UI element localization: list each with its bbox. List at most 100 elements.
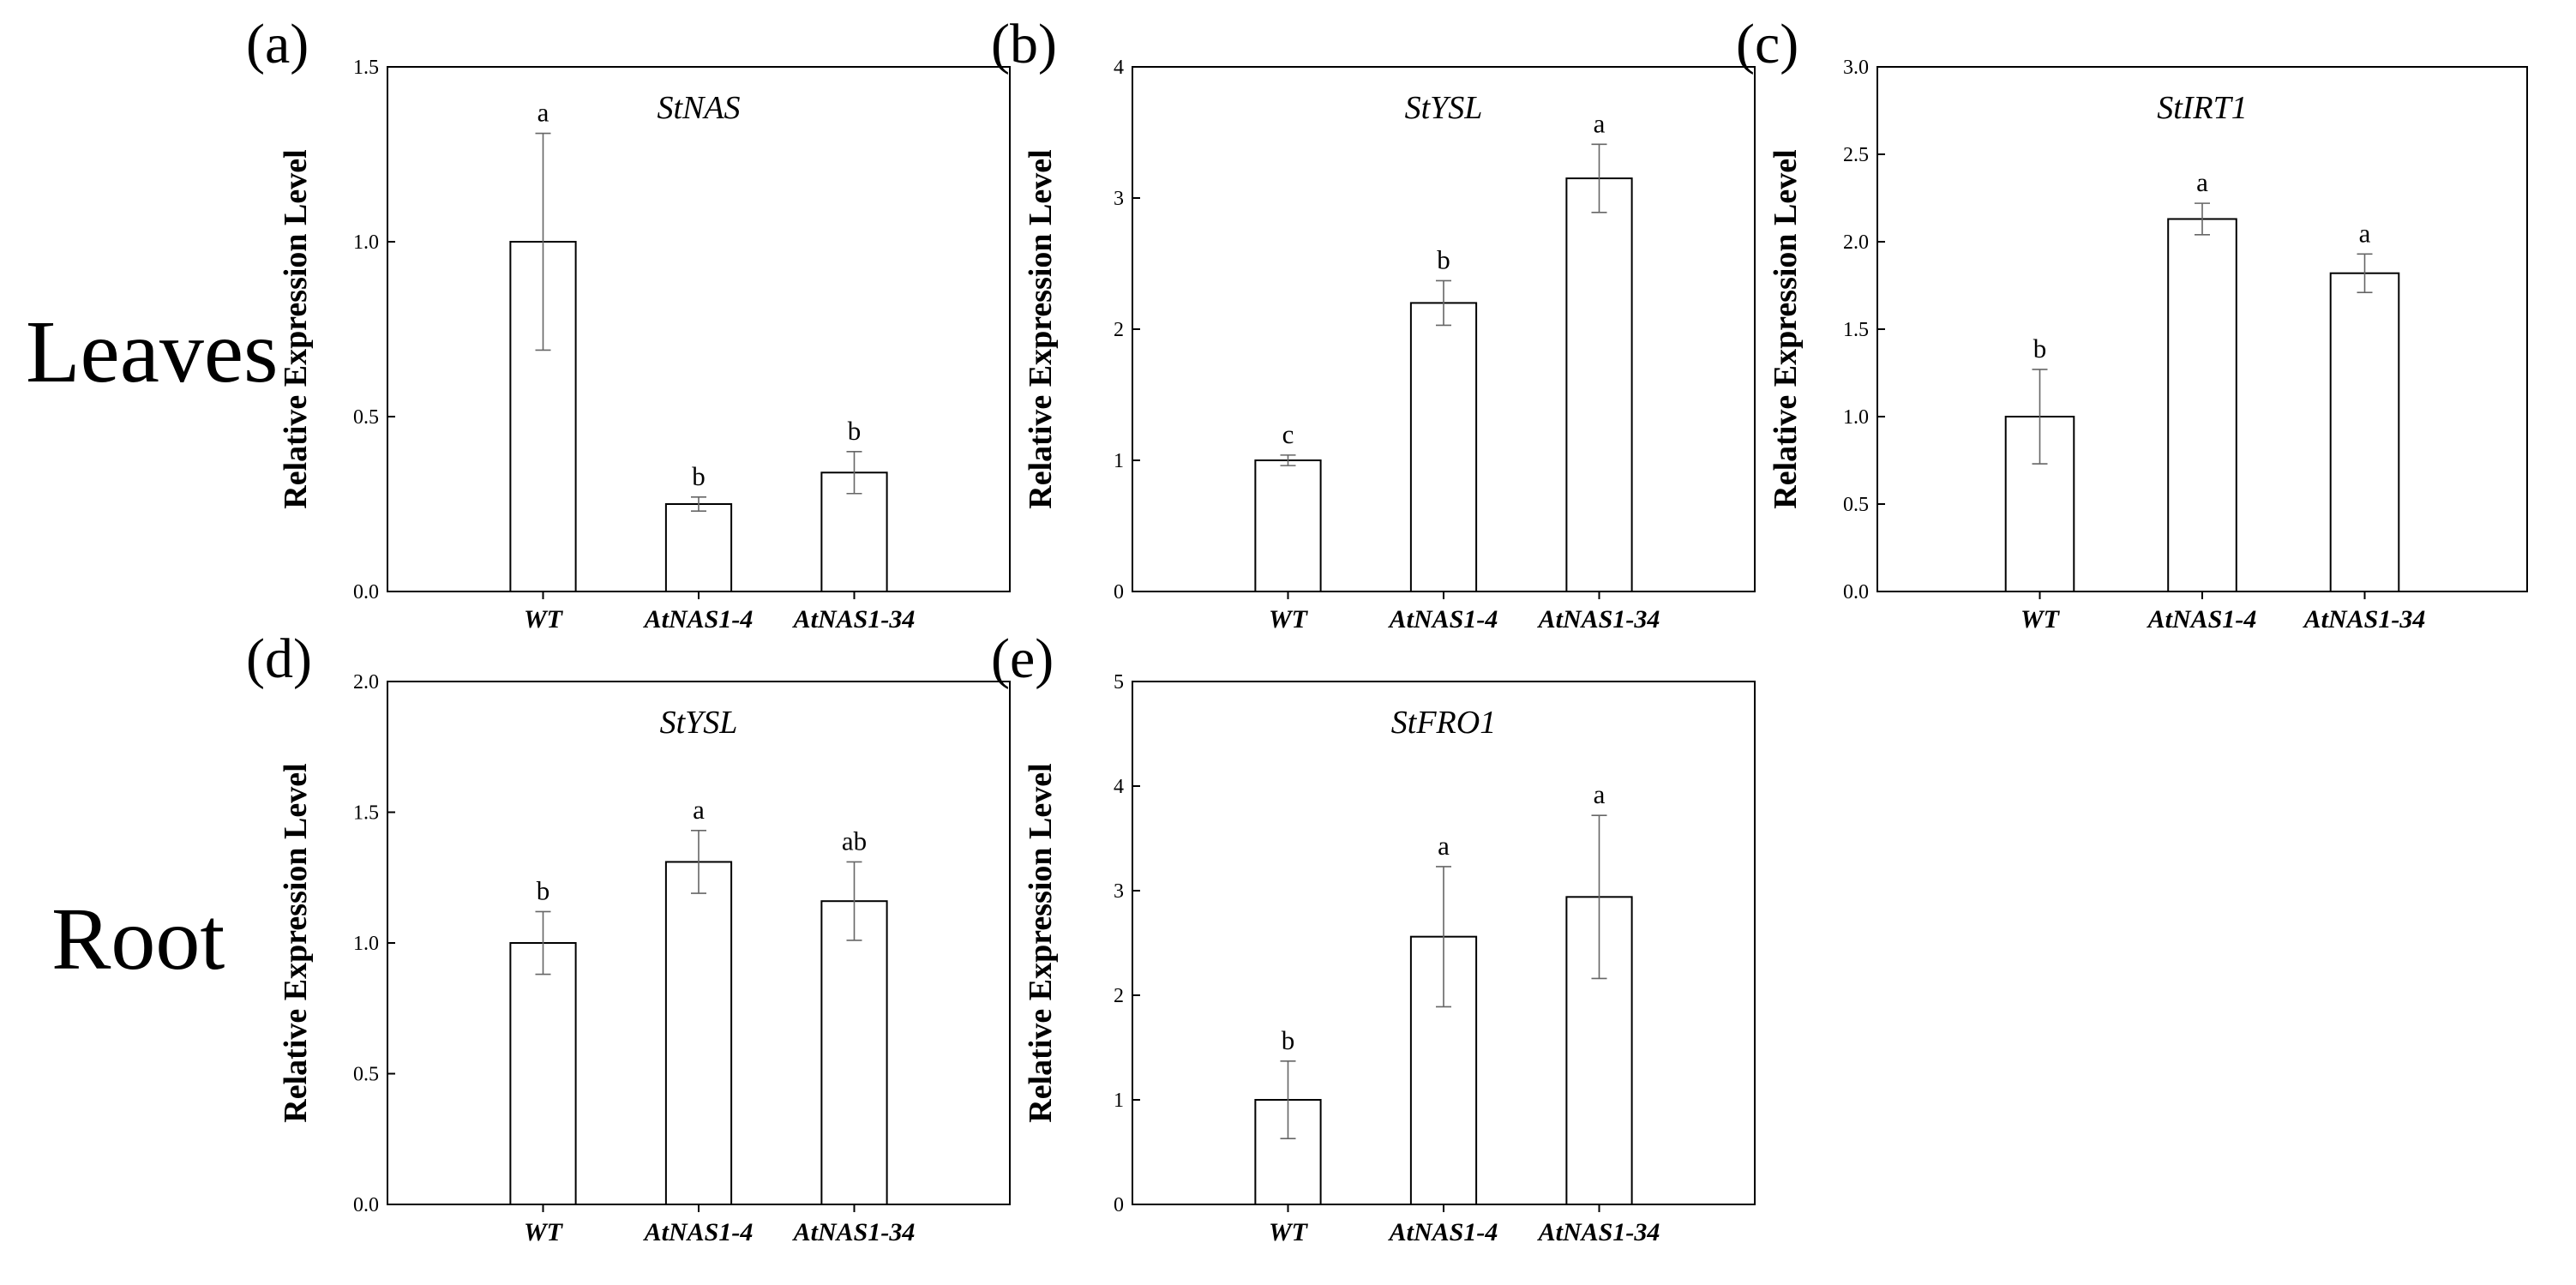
panel-label: (a) [246,13,309,75]
x-tick-label: AtNAS1-4 [2147,605,2257,633]
significance-label: a [537,98,549,128]
error-bar [1436,279,1451,327]
y-tick-label: 3 [1114,880,1124,903]
chart-panel-3: (c) StIRT1 Relative Expression Level 0.0 0.5… [1736,13,2528,633]
y-tick-label: 1.0 [353,231,379,254]
y-axis-label: Relative Expression Level [278,149,314,508]
chart-title: StFRO1 [1391,705,1496,741]
y-tick-label: 2.0 [353,671,379,694]
error-bar [2357,253,2373,293]
row-label-root: Root [51,890,225,988]
y-axis-label: Relative Expression Level [1023,763,1059,1122]
x-tick-label: AtNAS1-34 [2303,605,2426,633]
y-tick-label: 0.5 [353,406,379,429]
x-tick-label: AtNAS1-4 [643,605,754,633]
error-bar [691,496,706,512]
y-tick-label: 0.0 [353,581,379,603]
chart-panel-1: (a) StNAS Relative Expression Level 0.0 0.5 1… [246,13,1011,633]
error-bar [1591,143,1607,213]
x-tick-label: WT [1269,1218,1309,1246]
significance-label: b [2033,333,2047,363]
bar [2329,272,2400,592]
significance-label: a [1594,108,1606,138]
y-tick-label: 0.5 [1843,494,1869,516]
y-tick-label: 3 [1114,188,1124,210]
x-tick-label: WT [524,1218,564,1246]
significance-label: a [693,795,705,825]
chart-title: StIRT1 [2157,90,2248,126]
error-bar [846,861,862,941]
y-tick-label: 0.0 [353,1194,379,1216]
significance-label: b [1282,1025,1295,1055]
significance-label: a [1438,831,1450,861]
significance-label: b [692,461,706,491]
bar [664,861,733,1205]
error-bar [1280,1060,1296,1139]
panel-label: (b) [991,13,1057,75]
y-tick-label: 2.5 [1843,144,1869,166]
y-tick-label: 2 [1114,319,1124,341]
y-tick-label: 2.0 [1843,231,1869,254]
y-axis-label: Relative Expression Level [278,763,314,1122]
chart-panel-5: (e) StFRO1 Relative Expression Level 0 1 2 3 4 5… [991,627,1756,1246]
bar [509,942,577,1205]
significance-label: c [1282,419,1294,449]
y-tick-label: 1.5 [353,57,379,79]
x-tick-label: WT [2021,605,2061,633]
error-bar [691,830,706,894]
chart-panel-4: (d) StYSL Relative Expression Level 0.0 0.5 1… [246,627,1011,1246]
chart-title: StYSL [660,705,738,741]
x-tick-label: AtNAS1-34 [1537,605,1660,633]
x-tick-label: WT [1269,605,1309,633]
significance-label: b [848,416,862,446]
error-bar [846,450,862,495]
y-tick-label: 1 [1114,1090,1124,1112]
chart-panel-2: (b) StYSL Relative Expression Level 0 1 2 3 4 c W… [991,13,1756,633]
error-bar [1280,454,1296,466]
y-axis-label: Relative Expression Level [1768,149,1804,508]
y-tick-label: 1.5 [353,802,379,825]
y-axis-label: Relative Expression Level [1023,149,1059,508]
bar [664,503,733,592]
y-tick-label: 4 [1114,57,1124,79]
error-bar [2195,202,2210,236]
y-tick-label: 0.5 [353,1064,379,1086]
y-tick-label: 2 [1114,985,1124,1007]
error-bar [2032,369,2048,465]
bar [1254,459,1322,592]
x-tick-label: AtNAS1-4 [643,1218,754,1246]
y-tick-label: 1.5 [1843,319,1869,341]
chart-title: StNAS [657,90,740,126]
bar [820,900,888,1205]
y-tick-label: 4 [1114,776,1124,798]
bar [1409,302,1478,592]
y-tick-label: 3.0 [1843,57,1869,79]
y-tick-label: 0.0 [1843,581,1869,603]
y-tick-label: 1 [1114,450,1124,472]
significance-label: a [2359,218,2371,248]
x-tick-label: WT [524,605,564,633]
row-label-leaves: Leaves [26,303,278,401]
y-tick-label: 1.0 [353,933,379,955]
y-tick-label: 1.0 [1843,406,1869,429]
x-tick-label: AtNAS1-4 [1388,1218,1498,1246]
error-bar [535,910,551,976]
y-tick-label: 5 [1114,671,1124,694]
chart-panels: (a) StNAS Relative Expression Level 0.0 0.5 1… [246,13,2528,1246]
error-bar [1436,866,1451,1008]
bar [1565,177,1633,593]
panel-label: (d) [246,627,312,690]
error-bar [1591,814,1607,980]
x-tick-label: AtNAS1-4 [1388,605,1498,633]
significance-label: a [1594,779,1606,809]
significance-label: ab [842,826,867,856]
bar [2167,218,2237,592]
x-tick-label: AtNAS1-34 [792,605,916,633]
panel-label: (e) [991,627,1054,690]
significance-label: b [537,875,550,905]
significance-label: b [1437,244,1450,274]
x-tick-label: AtNAS1-34 [792,1218,916,1246]
x-tick-label: AtNAS1-34 [1537,1218,1660,1246]
y-tick-label: 0 [1114,581,1124,603]
